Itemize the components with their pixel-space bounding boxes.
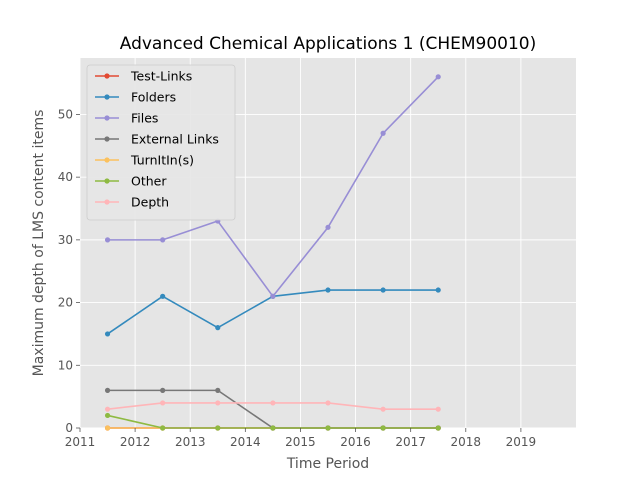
data-point-other [104,412,111,419]
data-point-external-links [104,387,111,393]
x-tick-label: 2011 [65,435,96,449]
legend-marker-external-links [104,136,110,142]
y-tick-label: 10 [58,358,73,372]
data-point-files [380,130,386,136]
data-point-depth [325,400,331,406]
data-point-external-links [215,387,221,393]
data-point-folders [215,325,221,331]
data-point-files [160,237,166,243]
axis-layer: 2011 2012 2013 2014 2015 2016 2017 2018 2019 0 10 2… [58,107,536,449]
data-point-other [380,425,386,431]
data-point-folders [380,287,386,293]
data-point-folders [325,287,331,293]
legend-marker-turnitin-s [104,157,110,163]
data-point-other [435,425,441,431]
x-tick-label: 2013 [175,435,206,449]
data-point-other [270,425,276,431]
x-tick-label: 2014 [230,435,261,449]
data-point-depth [380,406,386,412]
legend-marker-folders [104,94,110,100]
y-tick-label: 0 [65,421,73,435]
legend-label-turnitin-s: TurnItIn(s) [130,153,194,168]
x-tick-label: 2015 [285,435,316,449]
data-point-files [325,224,331,230]
data-point-depth [270,400,276,406]
data-point-other [215,425,221,431]
legend-label-depth: Depth [131,195,169,210]
legend-box [86,64,236,221]
data-point-depth [160,400,166,406]
data-point-files [270,293,276,299]
data-point-folders [160,293,166,299]
x-tick-label: 2016 [340,435,371,449]
data-point-depth [215,400,221,406]
data-point-files [104,237,111,243]
y-axis-title: Maximum depth of LMS content items [31,110,47,377]
legend: Test-Links Folders Files External Links Turn… [86,64,236,221]
legend-label-test-links: Test-Links [130,69,192,84]
legend-label-files: Files [131,111,158,126]
legend-label-other: Other [131,174,167,189]
series-layer [104,74,441,431]
data-point-external-links [160,387,166,393]
x-tick-label: 2018 [451,435,482,449]
legend-marker-files [104,115,110,121]
legend-label-external-links: External Links [131,132,219,147]
legend-marker-depth [104,199,110,205]
y-tick-label: 50 [58,107,73,121]
legend-marker-other [104,178,110,184]
data-point-folders [104,331,111,337]
legend-label-folders: Folders [131,90,176,105]
data-point-depth [435,406,441,412]
data-point-folders [435,287,441,293]
data-point-other [160,425,166,431]
y-tick-label: 20 [58,296,73,310]
chart-title: Advanced Chemical Applications 1 (CHEM90… [120,34,537,54]
legend-marker-test-links [104,73,110,79]
data-point-turnitin-s [104,425,111,431]
x-tick-label: 2012 [120,435,151,449]
x-tick-label: 2017 [395,435,426,449]
data-point-other [325,425,331,431]
y-tick-label: 30 [58,233,73,247]
data-point-files [435,74,441,80]
x-tick-label: 2019 [506,435,537,449]
y-tick-label: 40 [58,170,73,184]
x-axis-title: Time Period [286,456,369,472]
data-point-depth [104,406,111,412]
